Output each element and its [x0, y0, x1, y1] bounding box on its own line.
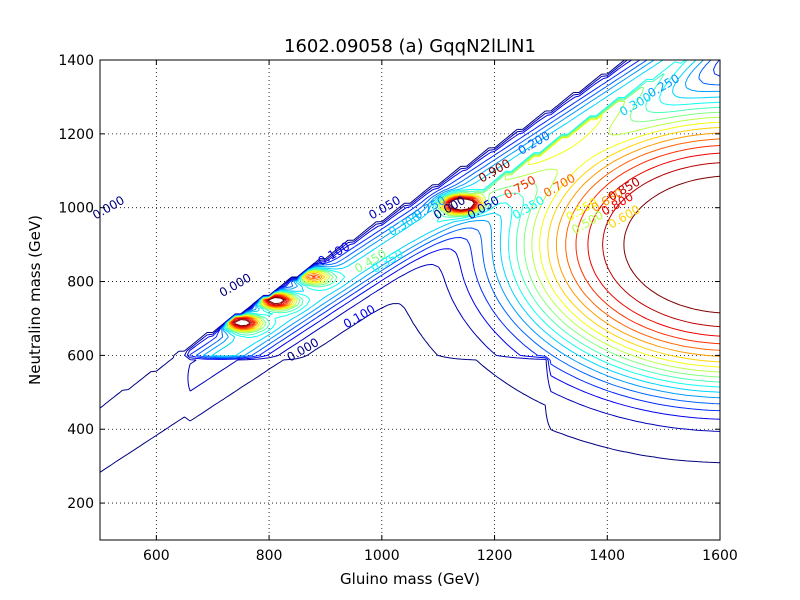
contour-line-0.250 [203, 59, 721, 399]
x-tick-label: 1000 [364, 548, 400, 564]
y-tick-label: 1200 [58, 127, 94, 143]
contour-line-0.500 [227, 100, 721, 373]
y-tick-label: 1000 [58, 201, 94, 217]
contour-line-0.300 [211, 59, 721, 393]
contour-line-0.150 [189, 59, 721, 412]
x-tick-label: 1400 [589, 548, 625, 564]
y-tick-label: 600 [67, 348, 94, 364]
chart-title: 1602.09058 (a) GqqN2lLlN1 [284, 36, 536, 57]
x-tick-label: 1200 [477, 548, 513, 564]
tick-layer: 600 800 1000 1200 1400 1600 200 400 600 800 1000 12… [58, 53, 737, 564]
contour-line-0.550 [227, 114, 721, 368]
plot-background [100, 60, 720, 540]
y-axis-label: Neutralino mass (GeV) [26, 215, 44, 385]
contour-line-0.750 [230, 145, 721, 345]
contour-line-0.050 [184, 59, 721, 432]
x-tick-label: 1600 [702, 548, 738, 564]
contour-line-0.800 [231, 152, 721, 337]
x-tick-label: 800 [256, 548, 283, 564]
x-axis-label: Gluino mass (GeV) [340, 570, 480, 588]
contour-line-0.900 [234, 175, 721, 327]
contour-line-0.700 [229, 138, 721, 351]
contour-layer [99, 59, 721, 473]
y-tick-label: 400 [67, 422, 94, 438]
y-tick-label: 800 [67, 275, 94, 291]
x-tick-label: 600 [143, 548, 170, 564]
y-tick-label: 200 [67, 496, 94, 512]
y-tick-label: 1400 [58, 53, 94, 69]
contour-line-0.350 [223, 59, 721, 388]
plot-frame [99, 59, 721, 541]
contour-line-0.000 [99, 59, 721, 473]
